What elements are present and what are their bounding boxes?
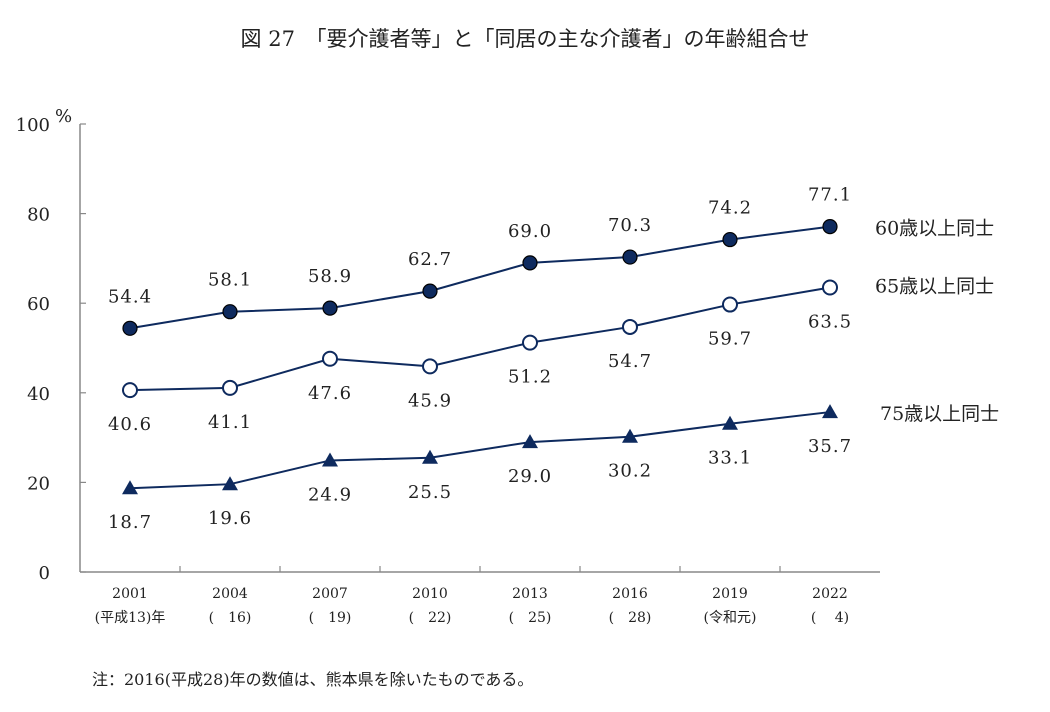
legend-label: 75歳以上同士: [880, 403, 999, 425]
y-tick-label: 100: [16, 115, 50, 136]
data-point-triangle: [322, 452, 338, 467]
data-point-triangle: [522, 434, 538, 449]
data-point-filled-circle: [122, 320, 138, 336]
data-point-triangle: [422, 449, 438, 464]
data-point-open-circle: [822, 279, 838, 296]
data-label: 58.9: [308, 266, 352, 287]
x-tick-label: 2016: [612, 586, 648, 602]
data-point-filled-circle: [422, 283, 438, 299]
data-point-open-circle: [522, 334, 538, 351]
data-label: 54.7: [608, 351, 652, 372]
x-tick-label: 2004: [212, 586, 248, 602]
x-tick-label: 2001: [112, 586, 148, 602]
series-line-0: [129, 225, 831, 330]
x-tick-label: 2007: [312, 586, 348, 602]
data-label: 54.4: [108, 286, 152, 307]
x-tick-sublabel: ( 19): [309, 610, 352, 626]
data-point-open-circle: [722, 296, 738, 313]
x-tick-label: 2019: [712, 586, 748, 602]
data-label: 25.5: [408, 482, 452, 503]
data-label: 33.1: [708, 448, 752, 469]
data-point-open-circle: [222, 379, 238, 396]
data-label: 30.2: [608, 461, 652, 482]
x-tick-sublabel: ( 28): [609, 610, 652, 626]
x-tick-label: 2010: [412, 586, 448, 602]
legend-label: 60歳以上同士: [875, 218, 994, 240]
x-tick-sublabel: ( 4): [811, 610, 849, 626]
data-point-filled-circle: [322, 300, 338, 316]
y-tick-label: 0: [39, 563, 50, 584]
chart-title: 図 27 「要介護者等」と「同居の主な介護者」の年齢組合せ: [241, 27, 810, 51]
data-label: 59.7: [708, 329, 752, 350]
data-label: 45.9: [408, 390, 452, 411]
footnote: 注：2016(平成28)年の数値は、熊本県を除いたものである。: [92, 670, 533, 689]
series-line-2: [129, 411, 831, 490]
data-label: 24.9: [308, 484, 352, 505]
data-label: 69.0: [508, 221, 552, 242]
data-point-triangle: [622, 428, 638, 443]
data-label: 51.2: [508, 367, 552, 388]
data-label: 35.7: [808, 436, 852, 457]
data-point-triangle: [722, 415, 738, 430]
data-label: 19.6: [208, 508, 252, 529]
data-point-triangle: [222, 476, 238, 491]
series-line-1: [129, 286, 831, 392]
data-label: 62.7: [408, 249, 452, 270]
data-point-filled-circle: [722, 231, 738, 248]
x-tick-sublabel: (平成13)年: [95, 610, 166, 626]
y-tick-label: 40: [27, 384, 50, 405]
data-label: 40.6: [108, 414, 152, 435]
y-tick-label: 80: [27, 205, 50, 226]
data-label: 29.0: [508, 466, 552, 487]
data-point-filled-circle: [222, 304, 238, 320]
x-tick-sublabel: ( 25): [509, 610, 552, 626]
data-label: 47.6: [308, 383, 352, 404]
data-point-open-circle: [122, 382, 138, 399]
data-label: 77.1: [808, 185, 852, 206]
x-tick-sublabel: ( 22): [409, 610, 452, 626]
data-label: 41.1: [208, 412, 252, 433]
x-tick-label: 2013: [512, 586, 548, 602]
data-label: 18.7: [108, 512, 152, 533]
y-tick-label: 20: [27, 473, 50, 494]
data-label: 70.3: [608, 215, 652, 236]
data-label: 63.5: [808, 312, 852, 333]
data-point-triangle: [122, 480, 138, 495]
data-point-open-circle: [622, 318, 638, 335]
data-point-filled-circle: [622, 249, 638, 265]
data-point-filled-circle: [822, 218, 838, 235]
data-point-triangle: [822, 404, 838, 419]
y-tick-label: 60: [27, 294, 50, 315]
data-label: 58.1: [208, 270, 252, 291]
y-unit-label: %: [55, 106, 72, 127]
data-point-open-circle: [422, 358, 438, 375]
legend-label: 65歳以上同士: [875, 276, 994, 298]
data-point-open-circle: [322, 350, 338, 367]
data-label: 74.2: [708, 198, 752, 219]
x-tick-sublabel: ( 16): [209, 610, 252, 626]
data-point-filled-circle: [522, 255, 538, 271]
x-tick-label: 2022: [812, 586, 848, 602]
x-tick-sublabel: (令和元): [704, 610, 757, 626]
